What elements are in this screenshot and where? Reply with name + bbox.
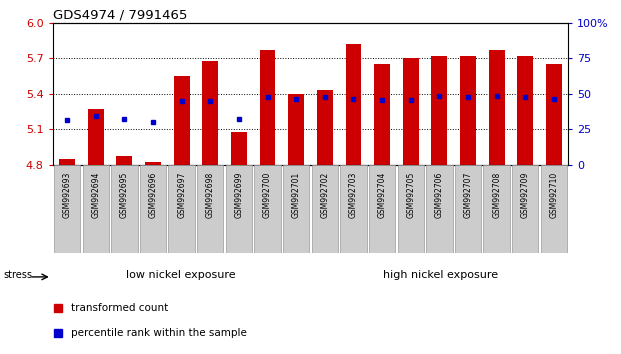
- Bar: [83, 165, 109, 253]
- Bar: [231, 132, 247, 165]
- Text: transformed count: transformed count: [71, 303, 168, 313]
- Text: GSM992702: GSM992702: [320, 172, 329, 218]
- Text: percentile rank within the sample: percentile rank within the sample: [71, 328, 247, 338]
- Bar: [546, 64, 562, 165]
- Bar: [369, 165, 395, 253]
- Text: stress: stress: [3, 270, 32, 280]
- Text: GSM992695: GSM992695: [120, 172, 129, 218]
- Bar: [460, 56, 476, 165]
- Bar: [345, 44, 361, 165]
- Text: GSM992696: GSM992696: [148, 172, 158, 218]
- Text: GSM992694: GSM992694: [91, 172, 100, 218]
- Text: GSM992697: GSM992697: [177, 172, 186, 218]
- Text: GDS4974 / 7991465: GDS4974 / 7991465: [53, 9, 187, 22]
- Bar: [288, 94, 304, 165]
- Bar: [517, 56, 533, 165]
- Text: GSM992704: GSM992704: [378, 172, 387, 218]
- Bar: [260, 50, 276, 165]
- Bar: [403, 58, 419, 165]
- Text: GSM992703: GSM992703: [349, 172, 358, 218]
- Bar: [145, 162, 161, 165]
- Bar: [484, 165, 510, 253]
- Bar: [489, 50, 504, 165]
- Bar: [512, 165, 538, 253]
- Bar: [226, 165, 252, 253]
- Text: GSM992693: GSM992693: [63, 172, 71, 218]
- Text: GSM992707: GSM992707: [463, 172, 473, 218]
- Bar: [283, 165, 309, 253]
- Bar: [140, 165, 166, 253]
- Bar: [111, 165, 137, 253]
- Text: low nickel exposure: low nickel exposure: [126, 270, 235, 280]
- Text: GSM992700: GSM992700: [263, 172, 272, 218]
- Bar: [255, 165, 281, 253]
- Bar: [202, 61, 218, 165]
- Bar: [541, 165, 567, 253]
- Bar: [88, 109, 104, 165]
- Bar: [54, 165, 80, 253]
- Text: GSM992699: GSM992699: [234, 172, 243, 218]
- Text: GSM992698: GSM992698: [206, 172, 215, 218]
- Bar: [340, 165, 366, 253]
- Bar: [317, 90, 333, 165]
- Bar: [174, 76, 189, 165]
- Bar: [397, 165, 424, 253]
- Bar: [117, 156, 132, 165]
- Bar: [432, 56, 447, 165]
- Text: GSM992708: GSM992708: [492, 172, 501, 218]
- Text: high nickel exposure: high nickel exposure: [383, 270, 498, 280]
- Bar: [168, 165, 195, 253]
- Text: GSM992710: GSM992710: [550, 172, 558, 218]
- Bar: [455, 165, 481, 253]
- Bar: [59, 159, 75, 165]
- Bar: [312, 165, 338, 253]
- Text: GSM992705: GSM992705: [406, 172, 415, 218]
- Bar: [197, 165, 224, 253]
- Bar: [426, 165, 453, 253]
- Text: GSM992701: GSM992701: [292, 172, 301, 218]
- Text: GSM992709: GSM992709: [521, 172, 530, 218]
- Text: GSM992706: GSM992706: [435, 172, 444, 218]
- Bar: [374, 64, 390, 165]
